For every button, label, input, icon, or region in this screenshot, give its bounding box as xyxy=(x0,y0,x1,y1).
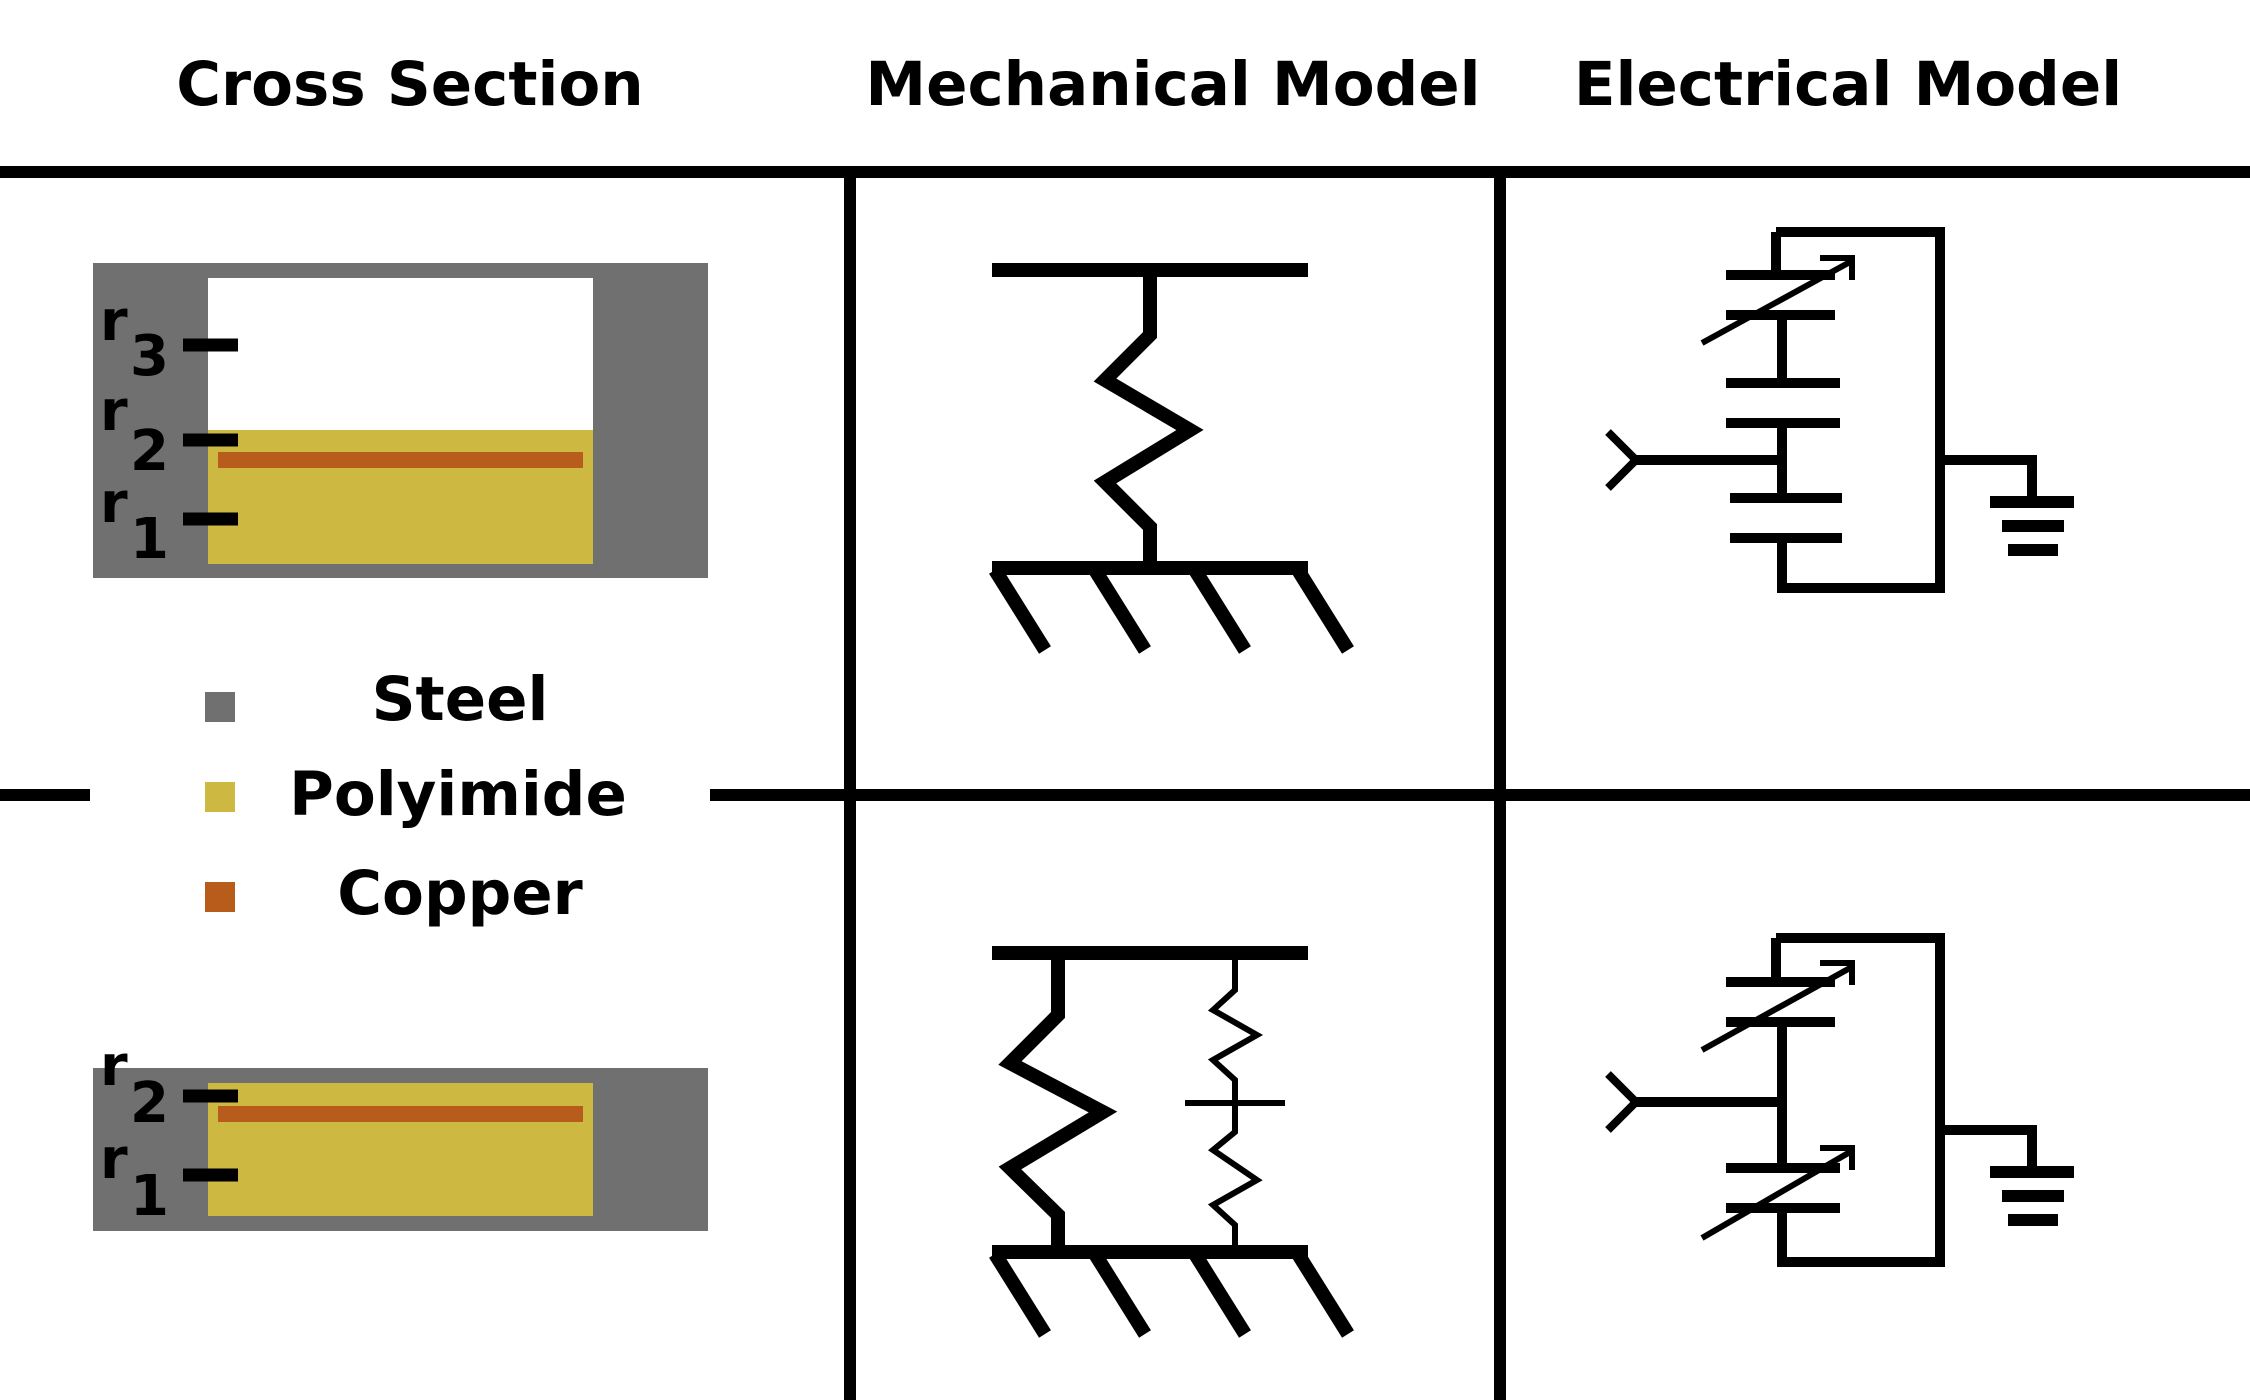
spring xyxy=(1093,270,1204,568)
r3-subscript: 3 xyxy=(130,324,169,389)
circuit-loop xyxy=(1776,227,1945,593)
copper-trace xyxy=(218,1106,583,1122)
header-cross-section: Cross Section xyxy=(176,49,643,120)
mechanical-spring-damper-model xyxy=(989,946,1354,1338)
r1-label: r xyxy=(100,471,128,536)
copper-trace xyxy=(218,452,583,468)
void-region xyxy=(208,278,593,430)
electrical-model-bottom xyxy=(1605,933,2074,1267)
circuit-loop xyxy=(1776,933,1945,1267)
polyimide-layer xyxy=(208,1083,593,1216)
legend-swatch-steel xyxy=(205,692,235,722)
variable-arrow-2 xyxy=(1700,1149,1852,1241)
r2-subscript: 2 xyxy=(130,1071,169,1136)
variable-arrowhead-1 xyxy=(1820,960,1855,985)
legend-label-copper: Copper xyxy=(337,858,582,929)
variable-arrowhead-2 xyxy=(1820,1145,1855,1170)
electrical-model-top xyxy=(1605,227,2074,593)
cross-section-top: r 3 r 2 r 1 xyxy=(93,263,708,578)
ground-lead xyxy=(1940,455,2037,500)
r1-subscript: 1 xyxy=(130,507,169,572)
r2-label: r xyxy=(100,379,128,444)
cross-section-bottom: r 2 r 1 xyxy=(93,1034,708,1231)
spring xyxy=(998,953,1118,1252)
input-terminal xyxy=(1605,429,1642,491)
ground-hatch xyxy=(989,566,1354,654)
header-electrical-model: Electrical Model xyxy=(1574,49,2122,120)
polyimide-layer xyxy=(208,430,593,564)
mechanical-spring-model xyxy=(989,263,1354,654)
legend-label-polyimide: Polyimide xyxy=(289,759,627,830)
r2-label: r xyxy=(100,1034,128,1099)
r2-subscript: 2 xyxy=(130,419,169,484)
r1-subscript: 1 xyxy=(130,1164,169,1229)
variable-arrow-1 xyxy=(1700,965,1852,1053)
grid-lines xyxy=(0,166,2250,1400)
header-mechanical-model: Mechanical Model xyxy=(865,49,1480,120)
legend-swatch-polyimide xyxy=(205,782,235,812)
variable-arrowhead xyxy=(1820,255,1855,280)
r3-label: r xyxy=(100,289,128,354)
input-terminal xyxy=(1605,1071,1642,1133)
legend: Steel Polyimide Copper xyxy=(205,664,627,929)
legend-swatch-copper xyxy=(205,882,235,912)
ground-lead xyxy=(1940,1125,2037,1170)
r1-label: r xyxy=(100,1127,128,1192)
legend-label-steel: Steel xyxy=(372,664,549,735)
ground-hatch xyxy=(989,1250,1354,1338)
variable-arrow xyxy=(1700,259,1852,346)
